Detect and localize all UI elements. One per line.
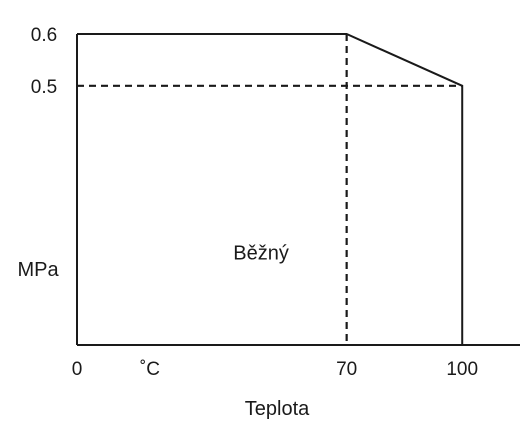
x-axis-unit: ˚C: [140, 359, 160, 380]
region-label: Běžný: [233, 242, 289, 264]
y-axis-label: MPa: [17, 259, 59, 281]
x-tick-label-0: 0: [72, 359, 83, 380]
axes: [76, 34, 520, 346]
x-tick-label-2: 100: [446, 359, 478, 380]
y-tick-label-1: 0.6: [31, 25, 57, 46]
tick-labels: 0 70 100 0.5 0.6: [31, 25, 478, 380]
series-line-0: [77, 33, 464, 345]
x-axis-label: Teplota: [245, 398, 310, 420]
y-tick-label-0: 0.5: [31, 77, 57, 98]
x-tick-label-1: 70: [336, 359, 357, 380]
guide-lines: [77, 34, 463, 345]
series-layer: [76, 33, 464, 346]
